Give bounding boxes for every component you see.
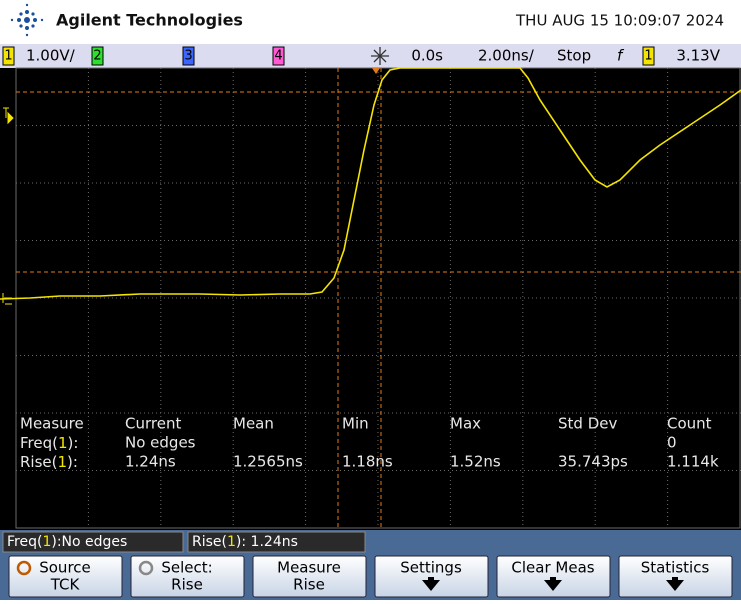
meas-name: Freq(1): xyxy=(20,434,78,452)
softkey[interactable] xyxy=(252,555,367,598)
vertical-scale: 1.00V/ xyxy=(26,47,76,65)
header-bg xyxy=(0,0,741,44)
logo xyxy=(10,3,44,37)
softkey-line1: Clear Meas xyxy=(511,559,594,577)
ch2-label: 2 xyxy=(93,49,101,64)
label: Rise( xyxy=(192,534,227,550)
readout-box xyxy=(2,531,184,553)
meas-value: 1.2565ns xyxy=(233,453,303,471)
meas-value: 35.743ps xyxy=(558,453,628,471)
ch3-label: 3 xyxy=(184,49,192,64)
softkey[interactable] xyxy=(496,555,611,598)
channel: 1 xyxy=(58,453,68,471)
readout: Rise(1): 1.24ns xyxy=(192,534,298,550)
softkey-line1: Statistics xyxy=(641,559,710,577)
softkey-line2: Rise xyxy=(293,576,325,594)
softkey-line1: Settings xyxy=(400,559,462,577)
meas-header: Min xyxy=(342,415,369,433)
arrow-icon xyxy=(666,577,684,591)
arrow-icon xyxy=(422,577,440,591)
label: Rise( xyxy=(20,453,58,471)
channel: 1 xyxy=(227,534,236,550)
trigger-marker xyxy=(372,68,380,74)
meas-header: Current xyxy=(125,415,181,433)
meas-header: Measure xyxy=(20,415,84,433)
label: ): xyxy=(68,434,79,452)
ch4-label: 4 xyxy=(274,49,282,64)
arrow-icon xyxy=(544,577,562,591)
acq-icon xyxy=(371,47,389,65)
trigger-slope: f xyxy=(617,47,625,65)
softkey-line1: Select: xyxy=(161,559,212,577)
meas-value: 1.114k xyxy=(667,453,719,471)
graticule-bg xyxy=(0,68,741,530)
run-state: Stop xyxy=(557,47,591,65)
meas-value: 1.24ns xyxy=(125,453,176,471)
ch3-badge xyxy=(182,46,195,66)
ch2-badge xyxy=(91,46,104,66)
meas-header: Max xyxy=(450,415,481,433)
trigger-level: 3.13V xyxy=(676,47,720,65)
softkey[interactable] xyxy=(130,555,245,598)
label: ): xyxy=(67,453,78,471)
status-bar xyxy=(0,44,741,68)
cursors xyxy=(16,68,741,528)
datetime: THU AUG 15 10:09:07 2024 xyxy=(515,12,724,30)
softkey-line2: Rise xyxy=(171,576,203,594)
meas-value: 1.52ns xyxy=(450,453,501,471)
meas-header: Count xyxy=(667,415,712,433)
trig-ch-badge xyxy=(642,46,655,66)
label: Freq( xyxy=(20,434,58,452)
softkey-line2: TCK xyxy=(50,576,81,594)
source-icon xyxy=(16,560,32,576)
meas-header: Mean xyxy=(233,415,274,433)
meas-header: Std Dev xyxy=(558,415,617,433)
waveform xyxy=(0,67,741,300)
meas-value: No edges xyxy=(125,434,196,452)
ch4-badge xyxy=(272,46,285,66)
timebase: 2.00ns/ xyxy=(478,47,535,65)
delay: 0.0s xyxy=(411,47,443,65)
softkey-line1: Measure xyxy=(277,559,341,577)
softkey[interactable] xyxy=(374,555,489,598)
readout-box xyxy=(187,531,366,553)
readouts: Freq(1):No edges Rise(1): 1.24ns xyxy=(2,531,366,553)
measurement-table: Measure Current Mean Min Max Std Dev Count Freq… xyxy=(20,415,719,471)
label: ): 1.24ns xyxy=(236,534,298,550)
ch1-badge xyxy=(2,46,15,66)
label: Freq( xyxy=(7,534,42,550)
channel: 1 xyxy=(42,534,51,550)
ch1-label: 1 xyxy=(4,49,12,64)
meas-value: 0 xyxy=(667,434,677,452)
trig-ch-label: 1 xyxy=(644,49,652,64)
readout: Freq(1):No edges xyxy=(7,534,127,550)
meas-name: Rise(1): xyxy=(20,453,78,471)
meas-value: 1.18ns xyxy=(342,453,393,471)
brand: Agilent Technologies xyxy=(56,11,243,30)
channel: 1 xyxy=(58,434,68,452)
softkey[interactable] xyxy=(8,555,123,598)
graticule xyxy=(16,68,741,528)
trigger-level-marker xyxy=(3,107,14,125)
softkey[interactable] xyxy=(618,555,733,598)
label: ):No edges xyxy=(51,534,127,550)
select-icon xyxy=(138,560,154,576)
softkey-line1: Source xyxy=(39,559,91,577)
